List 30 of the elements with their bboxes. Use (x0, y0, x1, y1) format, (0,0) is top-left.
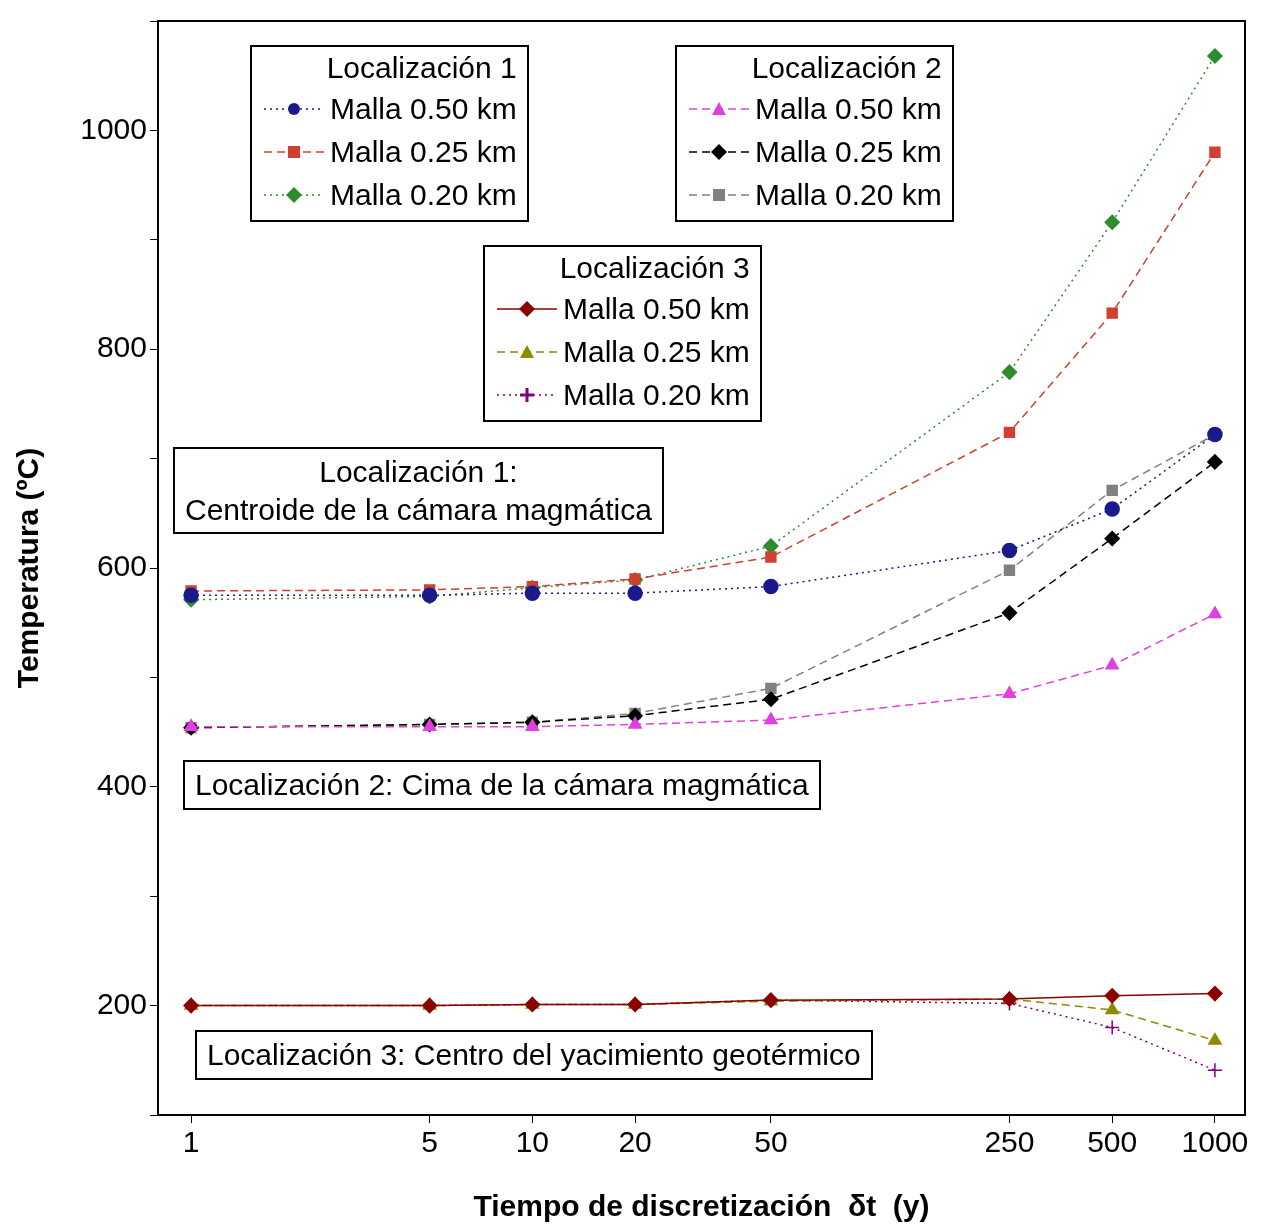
legend-label: Malla 0.50 km (755, 91, 942, 126)
x-tick-label: 10 (515, 1125, 550, 1159)
annotation: Localización 2 (750, 51, 942, 85)
y-tick-label: 1000 (80, 111, 147, 145)
legend-label: Malla 0.25 km (563, 334, 750, 369)
legend-label: Malla 0.20 km (755, 177, 942, 212)
legend-label: Malla 0.25 km (755, 134, 942, 169)
legend-label: Malla 0.50 km (330, 91, 517, 126)
x-tick-label: 250 (984, 1125, 1035, 1159)
y-tick-label: 800 (96, 330, 147, 364)
x-tick-label: 1000 (1181, 1125, 1249, 1159)
y-axis-title: Temperatura (ºC) (11, 447, 45, 689)
annotation: Localización 1: Centroide de la cámara magmática (173, 447, 664, 534)
legend-label: Malla 0.20 km (330, 177, 517, 212)
legend-label: Malla 0.20 km (563, 377, 750, 412)
y-tick-label: 600 (96, 549, 147, 583)
legend-label: Malla 0.25 km (330, 134, 517, 169)
x-tick-label: 5 (421, 1125, 438, 1159)
annotation: Localización 3 (558, 251, 750, 285)
x-axis-title: Tiempo de discretización δt (y) (473, 1189, 930, 1223)
legend-label: Malla 0.50 km (563, 291, 750, 326)
annotation: Localización 1 (325, 51, 517, 85)
x-tick-label: 500 (1087, 1125, 1138, 1159)
x-tick-label: 1 (182, 1125, 200, 1159)
annotation: Localización 2: Cima de la cámara magmática (183, 760, 821, 810)
x-tick-label: 20 (618, 1125, 652, 1159)
x-tick-label: 50 (754, 1125, 788, 1159)
y-tick-label: 200 (96, 986, 147, 1020)
annotation: Localización 3: Centro del yacimiento geotérmico (195, 1030, 873, 1080)
y-tick-label: 400 (96, 768, 147, 802)
